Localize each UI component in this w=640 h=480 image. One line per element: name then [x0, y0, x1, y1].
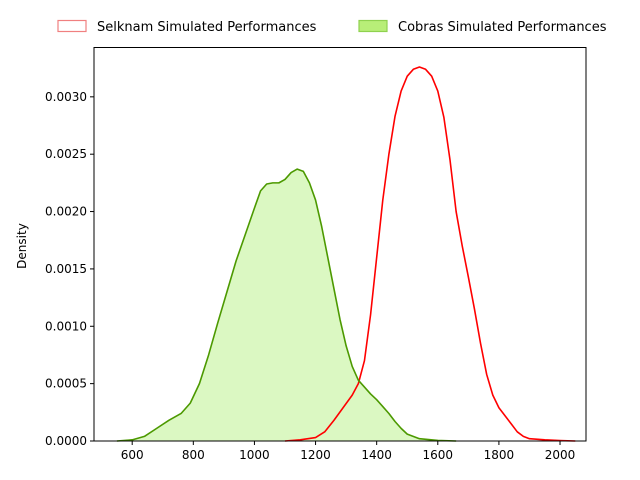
- y-tick-label: 0.0030: [45, 90, 87, 104]
- legend-item-0: Selknam Simulated Performances: [57, 19, 317, 35]
- legend-label: Selknam Simulated Performances: [97, 20, 317, 35]
- legend-swatch: [57, 19, 87, 33]
- x-tick-label: 1800: [484, 448, 515, 462]
- plot-area: [116, 66, 576, 442]
- legend-label: Cobras Simulated Performances: [398, 20, 607, 35]
- y-tick-label: 0.0000: [45, 434, 87, 448]
- series-1-line: [116, 168, 457, 442]
- plot-frame: [93, 47, 587, 442]
- x-axis: 600 800 1000 1200 1400 1600 1800 2000: [121, 441, 576, 462]
- legend-swatch: [358, 19, 388, 33]
- y-tick-label: 0.0010: [45, 319, 87, 333]
- x-tick-label: 1200: [300, 448, 331, 462]
- x-tick-label: 1600: [423, 448, 454, 462]
- legend-item-1: Cobras Simulated Performances: [358, 19, 607, 35]
- x-tick-label: 1400: [361, 448, 392, 462]
- series-0-line: [284, 66, 576, 442]
- y-axis: 0.0000 0.0005 0.0010 0.0015 0.0020 0.0025 0.00…: [45, 90, 94, 448]
- y-tick-label: 0.0005: [45, 377, 87, 391]
- series-1-fill: [116, 169, 457, 442]
- chart-legend: Selknam Simulated Performances Cobras Sim…: [57, 19, 607, 35]
- y-tick-label: 0.0020: [45, 205, 87, 219]
- y-tick-label: 0.0015: [45, 262, 87, 276]
- y-axis-label: Density: [15, 223, 29, 269]
- y-tick-label: 0.0025: [45, 147, 87, 161]
- x-tick-label: 2000: [545, 448, 576, 462]
- x-tick-label: 600: [121, 448, 144, 462]
- x-tick-label: 1000: [239, 448, 270, 462]
- x-tick-label: 800: [182, 448, 205, 462]
